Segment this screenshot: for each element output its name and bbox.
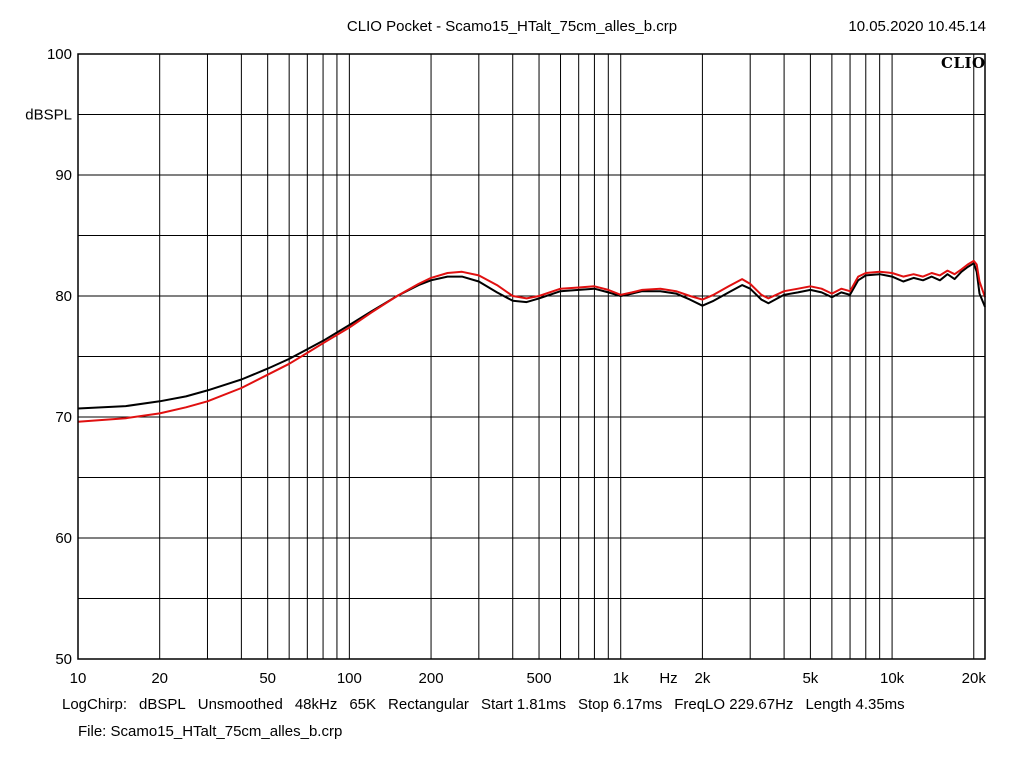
chart-title: CLIO Pocket - Scamo15_HTalt_75cm_alles_b… <box>346 18 678 35</box>
x-axis-label: Hz <box>659 670 677 687</box>
x-tick-label: 500 <box>527 670 552 687</box>
x-tick-label: 200 <box>419 670 444 687</box>
x-tick-label: 10 <box>70 670 87 687</box>
y-tick-label: 50 <box>55 651 72 668</box>
settings-item: LogChirp: <box>62 696 128 713</box>
settings-item: 48kHz <box>294 696 338 713</box>
settings-item: Stop 6.17ms <box>577 696 663 713</box>
series-line-black <box>77 262 986 410</box>
y-tick-label: 80 <box>55 288 72 305</box>
timestamp: 10.05.2020 10.45.14 <box>848 18 986 35</box>
curves <box>77 259 986 423</box>
settings-item: Start 1.81ms <box>480 696 566 713</box>
plot-frame <box>77 53 986 660</box>
x-tick-label: 5k <box>802 670 818 687</box>
series-line-red <box>77 259 986 423</box>
measurement-settings: LogChirp: dBSPL Unsmoothed 48kHz 65K Rectangu… <box>62 696 917 713</box>
grid <box>78 54 985 659</box>
x-tick-label: 1k <box>613 670 629 687</box>
settings-item: Unsmoothed <box>197 696 283 713</box>
y-tick-label: 100 <box>47 46 72 63</box>
x-tick-label: 2k <box>694 670 710 687</box>
settings-item: Length 4.35ms <box>805 696 905 713</box>
x-tick-label: 50 <box>259 670 276 687</box>
x-tick-label: 100 <box>337 670 362 687</box>
settings-item: Rectangular <box>388 696 469 713</box>
x-tick-label: 20k <box>962 670 987 687</box>
x-tick-labels: 10 20 50 100 200 500 1k 2k 5k 10k 20k Hz <box>70 670 987 687</box>
settings-item: 65K <box>349 696 377 713</box>
y-tick-label: 60 <box>55 530 72 547</box>
clio-logo: CLIO <box>941 54 986 72</box>
settings-item: dBSPL <box>139 696 186 713</box>
y-tick-label: 70 <box>55 409 72 426</box>
y-tick-labels: 100 90 80 70 60 50 dBSPL <box>25 46 72 668</box>
x-tick-label: 20 <box>151 670 168 687</box>
settings-item: FreqLO 229.67Hz <box>674 696 794 713</box>
y-axis-label: dBSPL <box>25 107 72 124</box>
file-name: File: Scamo15_HTalt_75cm_alles_b.crp <box>78 723 343 740</box>
x-tick-label: 10k <box>880 670 905 687</box>
y-tick-label: 90 <box>55 167 72 184</box>
